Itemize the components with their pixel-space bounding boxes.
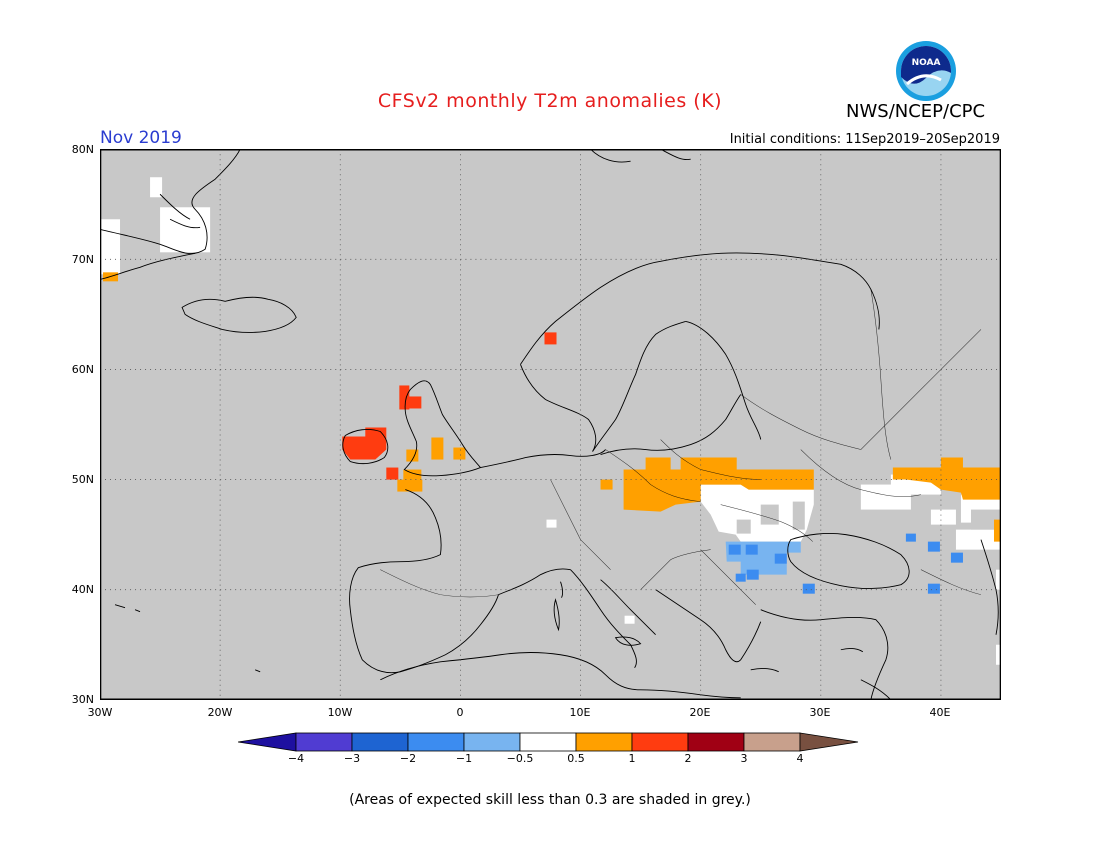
colorbar-bin-neutral bbox=[519, 732, 577, 752]
colorbar bbox=[237, 732, 864, 758]
colorbar-bin-2-1 bbox=[407, 732, 465, 752]
lon-label-40e: 40E bbox=[929, 706, 951, 719]
colorbar-label-neg3: −3 bbox=[343, 752, 361, 765]
anomaly-map bbox=[99, 148, 1002, 701]
noaa-logo-text: NOAA bbox=[912, 58, 941, 68]
map-background bbox=[100, 149, 1001, 700]
initial-conditions: Initial conditions: 11Sep2019–20Sep2019 bbox=[729, 132, 1000, 147]
colorbar-bin-1-2 bbox=[631, 732, 689, 752]
colorbar-bin-below-4 bbox=[237, 732, 297, 752]
colorbar-label-neg05: −0.5 bbox=[506, 752, 534, 765]
coastlines bbox=[99, 148, 1002, 701]
colorbar-bin-4-3 bbox=[295, 732, 353, 752]
lat-label-60n: 60N bbox=[71, 363, 94, 376]
colorbar-label-05: 0.5 bbox=[567, 752, 585, 765]
country-borders bbox=[380, 289, 982, 605]
colorbar-bin-1-05 bbox=[463, 732, 521, 752]
colorbar-bin-2-3 bbox=[687, 732, 745, 752]
lat-label-40n: 40N bbox=[71, 583, 94, 596]
colorbar-label-neg2: −2 bbox=[399, 752, 417, 765]
warm-anomaly-red bbox=[342, 332, 557, 480]
colorbar-bin-above-4 bbox=[799, 732, 859, 752]
lon-label-30e: 30E bbox=[809, 706, 831, 719]
map-panel bbox=[99, 148, 1002, 704]
lat-label-70n: 70N bbox=[71, 253, 94, 266]
forecast-month: Nov 2019 bbox=[100, 128, 182, 148]
near-normal-regions bbox=[100, 177, 1001, 665]
lat-label-50n: 50N bbox=[71, 473, 94, 486]
map-frame bbox=[99, 148, 1002, 701]
lon-label-0: 0 bbox=[456, 706, 464, 719]
lon-label-20e: 20E bbox=[689, 706, 711, 719]
cool-anomaly-blue bbox=[728, 533, 963, 594]
colorbar-label-4: 4 bbox=[796, 752, 804, 765]
noaa-logo: NOAA bbox=[895, 40, 957, 106]
colorbar-bin-05-1 bbox=[575, 732, 633, 752]
colorbar-label-3: 3 bbox=[740, 752, 748, 765]
colorbar-bin-3-2 bbox=[351, 732, 409, 752]
graticule bbox=[100, 149, 1001, 700]
colorbar-label-neg1: −1 bbox=[455, 752, 473, 765]
colorbar-label-1: 1 bbox=[628, 752, 636, 765]
lon-label-30w: 30W bbox=[87, 706, 113, 719]
lon-label-10w: 10W bbox=[327, 706, 353, 719]
warm-anomaly-orange bbox=[103, 272, 1001, 542]
lon-label-20w: 20W bbox=[207, 706, 233, 719]
lat-label-30n: 30N bbox=[71, 693, 94, 706]
colorbar-label-neg4: −4 bbox=[287, 752, 305, 765]
colorbar-label-2: 2 bbox=[684, 752, 692, 765]
organization-label: NWS/NCEP/CPC bbox=[846, 101, 986, 122]
lat-label-80n: 80N bbox=[71, 143, 94, 156]
map-title: CFSv2 monthly T2m anomalies (K) bbox=[377, 90, 723, 112]
colorbar-bin-3-4 bbox=[743, 732, 801, 752]
skill-footnote: (Areas of expected skill less than 0.3 a… bbox=[349, 792, 751, 808]
cool-anomaly-light-blue bbox=[725, 541, 801, 575]
lon-label-10e: 10E bbox=[569, 706, 591, 719]
